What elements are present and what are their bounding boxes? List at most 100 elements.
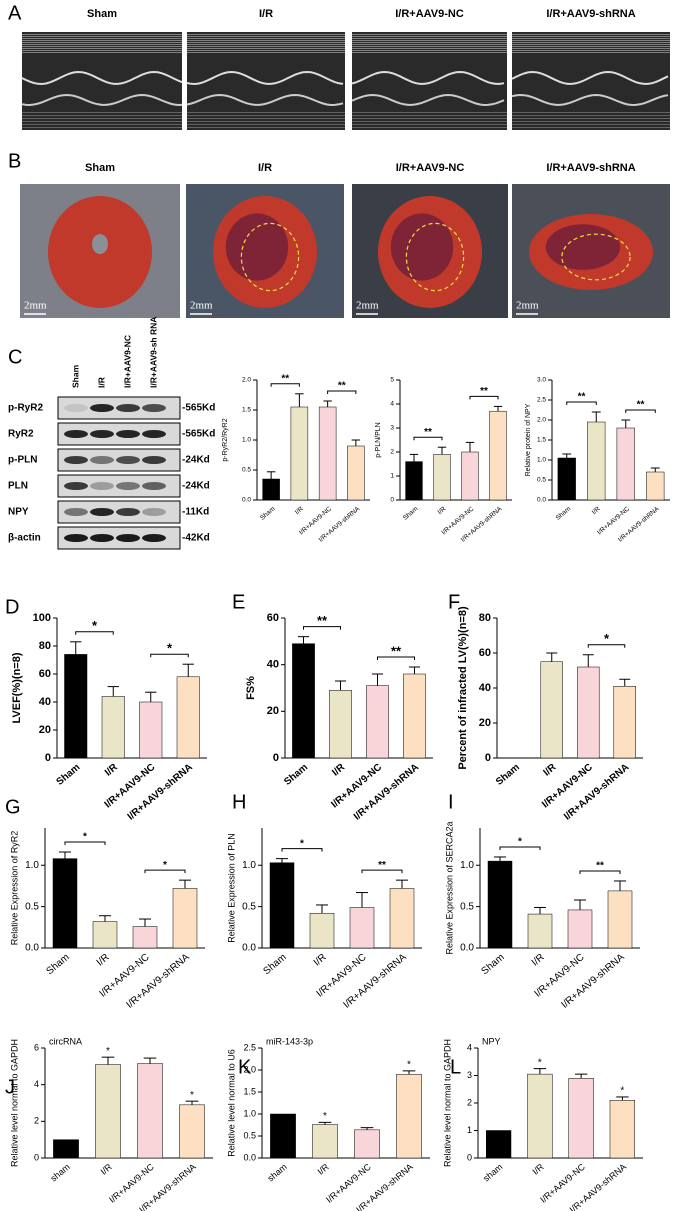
y-tick-label: 2.5	[243, 1042, 256, 1052]
y-tick-label: 0.5	[242, 467, 251, 474]
y-tick-label: 40	[479, 682, 491, 694]
error-bar	[107, 686, 119, 697]
heart-label: I/R+AAV9-NC	[396, 162, 465, 174]
error-bar	[574, 1073, 588, 1079]
y-tick-label: 20	[267, 705, 279, 717]
bar	[527, 913, 553, 949]
bar	[101, 696, 125, 759]
heart-label: I/R	[258, 162, 272, 174]
heart-label: Sham	[85, 162, 115, 174]
bar	[489, 410, 507, 501]
bar	[137, 1063, 163, 1159]
scale-bar-label: 2mm	[24, 300, 47, 312]
error-bar	[318, 1121, 332, 1125]
scale-bar-label: 2mm	[190, 300, 213, 312]
error-bar	[619, 678, 631, 687]
error-bar	[316, 904, 328, 914]
comparison-bracket	[270, 383, 300, 387]
y-tick-label: 1.5	[537, 437, 546, 444]
comparison-bracket	[587, 644, 626, 648]
bar	[329, 690, 352, 759]
y-tick-label: 3	[467, 1070, 472, 1080]
x-tick-label: I/R	[312, 952, 329, 969]
comparison-bracket	[150, 653, 189, 658]
y-tick-label: 0.0	[460, 943, 474, 954]
comparison-bracket	[327, 390, 357, 394]
comparison-label: *	[604, 631, 610, 646]
bar	[92, 921, 118, 949]
x-tick-label: Sham	[54, 762, 82, 788]
error-bar	[323, 400, 332, 407]
y-tick-label: 2	[34, 1116, 39, 1126]
bar	[292, 643, 315, 759]
bar	[487, 860, 513, 949]
error-bar	[99, 915, 111, 922]
bar	[354, 1129, 380, 1159]
comparison-label: **	[391, 643, 402, 658]
bar	[527, 1073, 553, 1159]
y-tick-label: 2.0	[242, 377, 251, 384]
comparison-label: **	[637, 400, 645, 411]
bar	[609, 1100, 635, 1159]
y-tick-label: 6	[34, 1042, 39, 1052]
x-tick-label: I/R	[437, 505, 448, 516]
error-bar	[402, 1070, 416, 1075]
x-tick-label: I/R+AAV9-shRNA	[352, 762, 421, 823]
comparison-label: **	[281, 373, 289, 384]
x-tick-label: I/R	[95, 952, 112, 969]
echo-label: I/R+AAV9-NC	[395, 8, 464, 20]
error-bar	[297, 636, 310, 644]
protein-label: p-PLN	[8, 455, 37, 466]
bar	[433, 454, 451, 501]
y-tick-label: 100	[33, 612, 51, 624]
scale-bar-label: 2mm	[356, 300, 379, 312]
echo-image	[351, 32, 507, 130]
y-tick-label: 2.0	[243, 1064, 256, 1074]
x-tick-label: I/R	[103, 761, 120, 778]
comparison-bracket	[469, 395, 499, 400]
panel-label: D	[5, 596, 19, 618]
chart-subtitle: miR-143-3p	[266, 1036, 313, 1046]
y-tick-label: 3.0	[537, 377, 546, 384]
bar	[607, 890, 633, 949]
heart-image	[512, 184, 670, 318]
panel-label: J	[5, 1076, 15, 1098]
comparison-label: **	[338, 381, 346, 392]
y-tick-label: 2.5	[537, 397, 546, 404]
comparison-bracket	[566, 401, 597, 405]
bar	[486, 1130, 512, 1159]
bar	[540, 661, 563, 759]
y-tick-label: 5	[390, 377, 394, 384]
error-bar	[591, 411, 601, 422]
error-bar	[409, 453, 419, 462]
y-tick-label: 20	[479, 717, 491, 729]
error-bar	[437, 446, 447, 455]
y-tick-label: 0.0	[537, 497, 546, 504]
comparison-label: *	[163, 860, 167, 871]
y-tick-label: 1.0	[460, 860, 474, 871]
echo-label: Sham	[87, 8, 117, 20]
y-tick-label: 0.5	[25, 901, 39, 912]
bar	[290, 406, 309, 501]
panel-label: K	[238, 1056, 252, 1078]
significance-marker: *	[620, 1086, 624, 1097]
y-tick-label: 1.5	[242, 407, 251, 414]
comparison-bracket	[361, 869, 403, 874]
error-bar	[143, 1057, 157, 1064]
size-label: -24Kd	[182, 481, 210, 492]
bar	[53, 1139, 79, 1159]
x-tick-label: Sham	[259, 505, 277, 521]
bar	[646, 471, 665, 501]
error-bar	[533, 1068, 547, 1075]
error-bar	[650, 467, 660, 472]
heart-image	[20, 184, 180, 318]
x-tick-label: Sham	[45, 952, 72, 977]
y-axis-label: p-RyR2/RyR2	[222, 418, 229, 461]
blot-band-row	[57, 526, 181, 550]
comparison-label: *	[92, 618, 98, 633]
y-tick-label: 1.0	[242, 437, 251, 444]
bar	[389, 888, 415, 949]
y-tick-label: 0	[273, 752, 279, 764]
bar	[52, 858, 78, 949]
y-tick-label: 0	[467, 1152, 472, 1162]
